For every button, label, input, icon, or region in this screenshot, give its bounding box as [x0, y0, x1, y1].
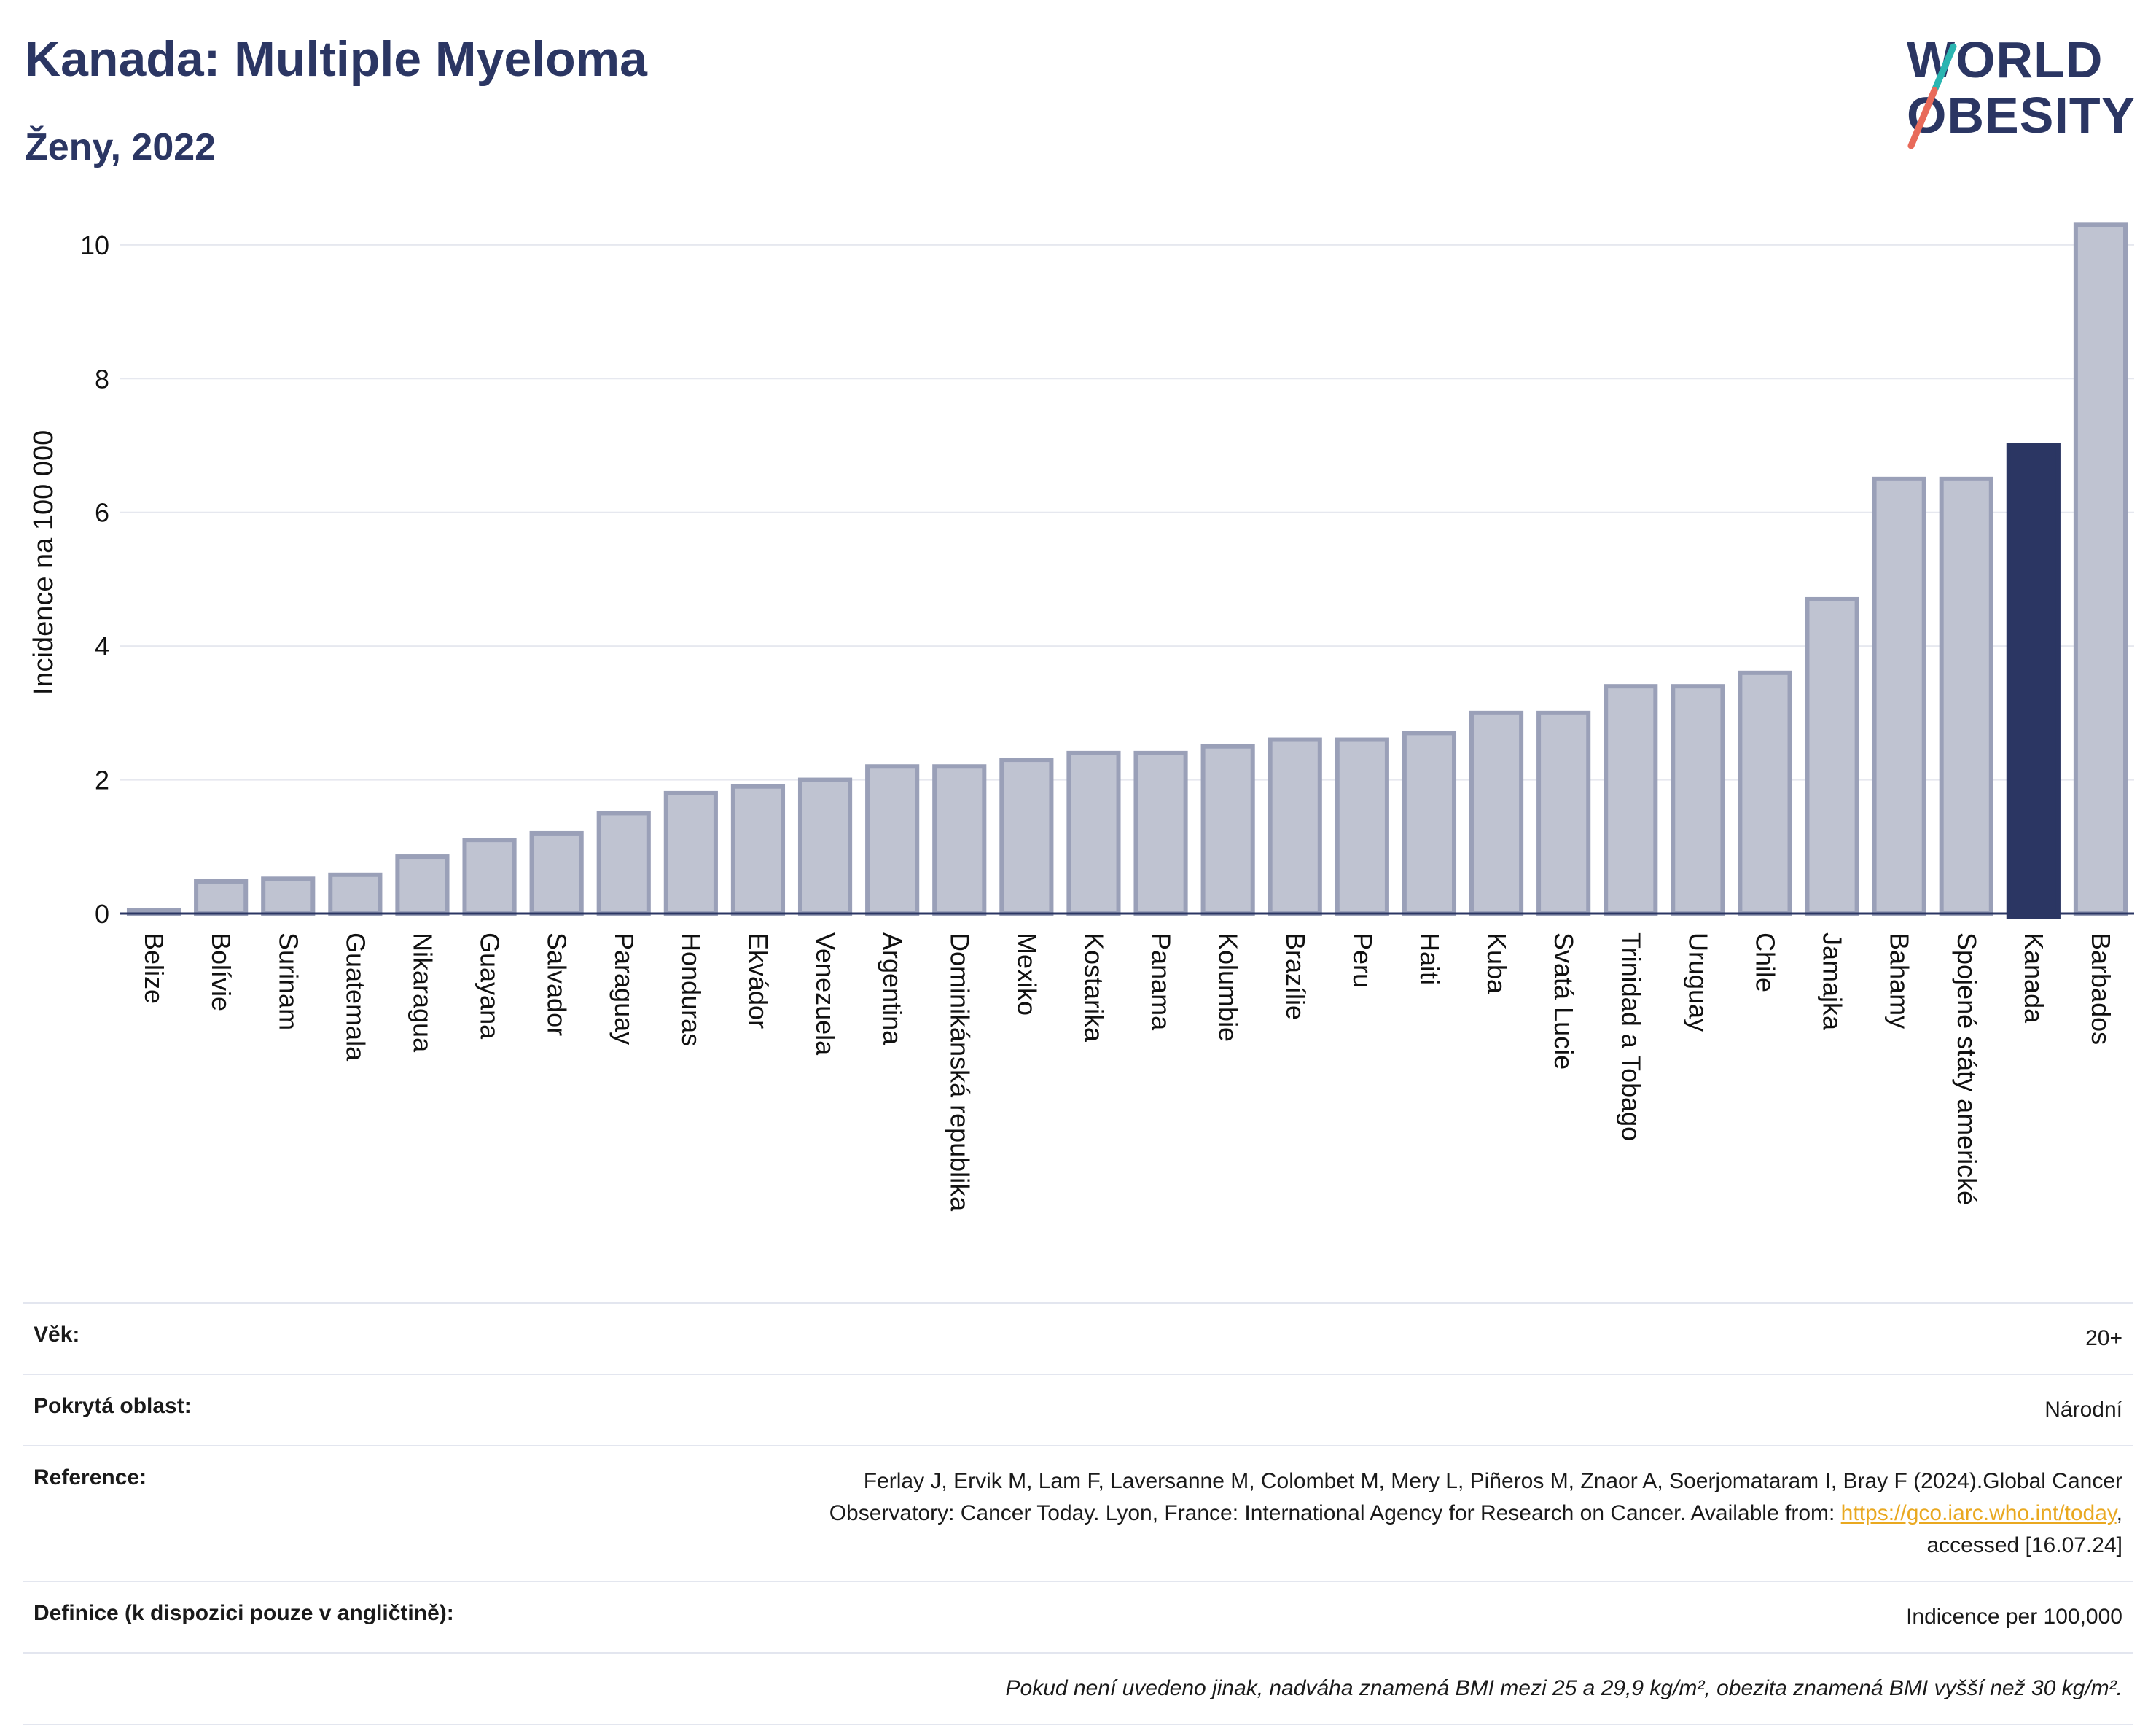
age-value: 20+ — [2085, 1326, 2122, 1350]
reference-label: Reference: — [34, 1465, 147, 1490]
bmi-note: Pokud není uvedeno jinak, nadváha znamen… — [1005, 1676, 2123, 1700]
x-tick-label: Ekvádor — [743, 932, 773, 1029]
bar-salvador — [529, 830, 584, 916]
x-tick-label: Jamajka — [1818, 932, 1848, 1031]
bar-barbados — [2073, 222, 2128, 916]
x-tick-label: Kanada — [2019, 932, 2049, 1024]
bar-kuba — [1469, 710, 1524, 916]
x-tick-label: Barbados — [2086, 932, 2116, 1045]
y-tick-label: 2 — [95, 766, 109, 795]
x-tick-label: Peru — [1348, 932, 1378, 988]
bar-surinam — [261, 876, 316, 916]
bar-svatá-lucie — [1536, 710, 1591, 916]
bar-paraguay — [596, 811, 651, 916]
x-tick-label: Kolumbie — [1214, 932, 1243, 1042]
bar-kostarika — [1066, 750, 1121, 916]
bar-guayana — [462, 838, 517, 916]
x-tick-label: Kostarika — [1079, 932, 1109, 1043]
y-tick-label: 10 — [80, 230, 109, 260]
logo-slash-coral — [1907, 87, 1938, 149]
reference-value: Ferlay J, Ervik M, Lam F, Laversanne M, … — [829, 1465, 2122, 1562]
area-value: Národní — [2044, 1398, 2122, 1422]
logo-line2: OBESITY — [1907, 87, 2136, 144]
y-tick-label: 6 — [95, 498, 109, 528]
chart-bars — [126, 222, 2128, 919]
age-label: Věk: — [34, 1323, 80, 1347]
x-tick-label: Haiti — [1415, 932, 1445, 985]
bar-honduras — [663, 790, 718, 916]
meta-row-age: Věk: 20+ — [23, 1302, 2133, 1374]
x-tick-label: Salvador — [542, 932, 572, 1036]
x-tick-label: Paraguay — [609, 932, 639, 1045]
bar-trinidad-a-tobago — [1604, 684, 1658, 916]
reference-text-4: accessed [16.07.24] — [1926, 1533, 2122, 1557]
bar-bolívie — [194, 879, 249, 916]
bar-nikaragua — [395, 854, 450, 916]
logo-slash-teal — [1931, 43, 1957, 94]
x-tick-label: Chile — [1750, 932, 1780, 992]
bar-ekvádor — [730, 784, 786, 916]
x-tick-label: Kuba — [1482, 932, 1512, 994]
bar-chart: 0 2 4 6 8 10 Belize Bolívie Surinam Guatemala Nik… — [28, 222, 2134, 1212]
bar-bahamy — [1872, 476, 1926, 916]
x-tick-label: Bahamy — [1885, 932, 1915, 1029]
definition-label: Definice (k dispozici pouze v angličtině… — [34, 1601, 454, 1625]
x-tick-label: Uruguay — [1683, 932, 1713, 1032]
x-tick-label: Surinam — [273, 932, 303, 1030]
meta-row-note: Pokud není uvedeno jinak, nadváha znamen… — [23, 1652, 2133, 1725]
y-axis-ticks: 0 2 4 6 8 10 — [80, 230, 109, 929]
chart-grid — [120, 244, 2134, 781]
bar-spojené-státy-americké — [1939, 476, 1993, 916]
y-axis-label: Incidence na 100 000 — [28, 430, 59, 695]
x-tick-label: Panama — [1147, 932, 1176, 1031]
reference-text-2: Observatory: Cancer Today. Lyon, France:… — [829, 1501, 1841, 1525]
metadata-table: Věk: 20+ Pokrytá oblast: Národní Referen… — [23, 1302, 2133, 1725]
meta-row-area: Pokrytá oblast: Národní — [23, 1374, 2133, 1445]
reference-text-1: Ferlay J, Ervik M, Lam F, Laversanne M, … — [863, 1469, 2122, 1493]
reference-link[interactable]: https://gco.iarc.who.int/today — [1840, 1501, 2117, 1525]
x-tick-label: Svatá Lucie — [1549, 932, 1579, 1070]
bar-guatemala — [328, 872, 383, 916]
bar-dominikánská-republika — [932, 764, 987, 916]
x-tick-label: Bolívie — [206, 932, 236, 1011]
meta-row-reference: Reference: Ferlay J, Ervik M, Lam F, Lav… — [23, 1445, 2133, 1581]
x-tick-label: Venezuela — [811, 932, 840, 1056]
x-tick-label: Brazílie — [1281, 932, 1311, 1020]
definition-value: Indicence per 100,000 — [1906, 1605, 2122, 1629]
x-axis-ticks: Belize Bolívie Surinam Guatemala Nikaragua Gu… — [139, 932, 2116, 1212]
world-obesity-logo: WORLD OBESITY — [1907, 32, 2136, 149]
bar-brazílie — [1268, 737, 1322, 916]
bar-argentina — [865, 764, 920, 916]
x-tick-label: Honduras — [676, 932, 706, 1046]
x-tick-label: Mexiko — [1012, 932, 1042, 1016]
bar-panama — [1133, 750, 1188, 916]
bar-kolumbie — [1200, 744, 1255, 916]
bar-mexiko — [999, 758, 1054, 916]
x-tick-label: Spojené státy americké — [1952, 932, 1982, 1205]
y-tick-label: 4 — [95, 631, 109, 661]
x-tick-label: Nikaragua — [407, 932, 437, 1053]
x-tick-label: Argentina — [878, 932, 907, 1045]
bar-venezuela — [797, 777, 853, 916]
reference-text-3: , — [2116, 1501, 2122, 1525]
bar-haiti — [1402, 731, 1457, 916]
y-tick-label: 0 — [95, 899, 109, 929]
bar-jamajka — [1805, 596, 1859, 916]
bar-kanada — [2006, 443, 2061, 919]
x-tick-label: Dominikánská republika — [945, 932, 975, 1212]
x-tick-label: Trinidad a Tobago — [1616, 932, 1646, 1141]
y-tick-label: 8 — [95, 364, 109, 394]
area-label: Pokrytá oblast: — [34, 1394, 192, 1418]
x-tick-label: Guayana — [475, 932, 505, 1040]
page-subtitle: Ženy, 2022 — [25, 126, 216, 168]
bar-peru — [1335, 737, 1389, 916]
bar-uruguay — [1671, 684, 1725, 916]
bar-chile — [1738, 670, 1792, 916]
x-tick-label: Guatemala — [340, 932, 370, 1062]
x-tick-label: Belize — [139, 932, 169, 1004]
page-title: Kanada: Multiple Myeloma — [25, 31, 647, 87]
meta-row-definition: Definice (k dispozici pouze v angličtině… — [23, 1581, 2133, 1652]
